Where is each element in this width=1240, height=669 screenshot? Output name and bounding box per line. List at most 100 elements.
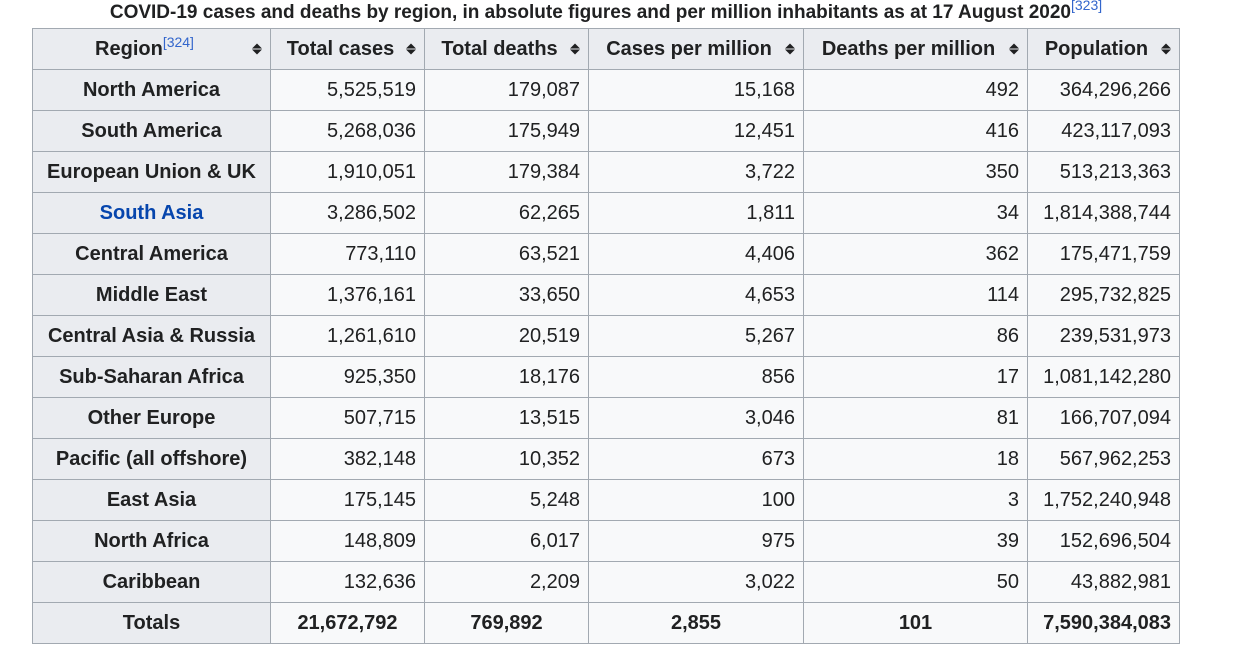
table-row: Central America 773,110 63,521 4,406 362 175,… xyxy=(32,233,1180,275)
row-region-cell: North Africa xyxy=(32,520,271,562)
cell-population: 1,752,240,948 xyxy=(1027,479,1180,521)
cell-deaths-per-million: 362 xyxy=(803,233,1028,275)
column-header-total-cases[interactable]: Total cases xyxy=(270,28,425,70)
cell-cases-per-million: 4,406 xyxy=(588,233,804,275)
cell-cases-per-million: 12,451 xyxy=(588,110,804,152)
cell-deaths-per-million: 18 xyxy=(803,438,1028,480)
cell-cases-per-million: 5,267 xyxy=(588,315,804,357)
column-header-deaths-per-million[interactable]: Deaths per million xyxy=(803,28,1028,70)
table-row: Sub-Saharan Africa 925,350 18,176 856 17 1,08… xyxy=(32,356,1180,398)
row-region-cell: Other Europe xyxy=(32,397,271,439)
table-row: Other Europe 507,715 13,515 3,046 81 166,707,… xyxy=(32,397,1180,439)
column-header-label: Cases per million xyxy=(606,37,772,60)
cell-deaths-per-million: 416 xyxy=(803,110,1028,152)
cell-total-deaths: 10,352 xyxy=(424,438,589,480)
column-header-label: Region xyxy=(95,37,163,60)
table-caption: COVID-19 cases and deaths by region, in … xyxy=(33,0,1179,28)
totals-cases-per-million: 2,855 xyxy=(588,602,804,644)
cell-total-deaths: 13,515 xyxy=(424,397,589,439)
cell-deaths-per-million: 81 xyxy=(803,397,1028,439)
cell-population: 166,707,094 xyxy=(1027,397,1180,439)
table-row: North Africa 148,809 6,017 975 39 152,696,504 xyxy=(32,520,1180,562)
table-row: European Union & UK 1,910,051 179,384 3,722… xyxy=(32,151,1180,193)
cell-population: 1,081,142,280 xyxy=(1027,356,1180,398)
cell-population: 43,882,981 xyxy=(1027,561,1180,603)
row-region-cell: Central Asia & Russia xyxy=(32,315,271,357)
cell-total-deaths: 62,265 xyxy=(424,192,589,234)
cell-population: 152,696,504 xyxy=(1027,520,1180,562)
cell-cases-per-million: 3,046 xyxy=(588,397,804,439)
column-header-label: Deaths per million xyxy=(821,37,996,60)
table-header-row: Region[324] Total cases Total deaths Cas… xyxy=(32,28,1180,70)
cell-cases-per-million: 1,811 xyxy=(588,192,804,234)
cell-total-cases: 175,145 xyxy=(270,479,425,521)
cell-total-cases: 1,910,051 xyxy=(270,151,425,193)
row-region-cell: Sub-Saharan Africa xyxy=(32,356,271,398)
cell-cases-per-million: 3,722 xyxy=(588,151,804,193)
column-header-region[interactable]: Region[324] xyxy=(32,28,271,70)
cell-total-deaths: 20,519 xyxy=(424,315,589,357)
cell-total-cases: 382,148 xyxy=(270,438,425,480)
table-row: Central Asia & Russia 1,261,610 20,519 5,26… xyxy=(32,315,1180,357)
cell-population: 513,213,363 xyxy=(1027,151,1180,193)
caption-reference-link[interactable]: [323] xyxy=(1071,0,1103,13)
cell-population: 567,962,253 xyxy=(1027,438,1180,480)
cell-cases-per-million: 673 xyxy=(588,438,804,480)
cell-total-cases: 1,261,610 xyxy=(270,315,425,357)
cell-deaths-per-million: 492 xyxy=(803,69,1028,111)
caption-text: COVID-19 cases and deaths by region, in … xyxy=(109,2,1071,23)
cell-total-deaths: 6,017 xyxy=(424,520,589,562)
row-region-cell: Middle East xyxy=(32,274,271,316)
cell-total-cases: 132,636 xyxy=(270,561,425,603)
table-row: South America 5,268,036 175,949 12,451 416 42… xyxy=(32,110,1180,152)
cell-total-deaths: 179,087 xyxy=(424,69,589,111)
table-row: East Asia 175,145 5,248 100 3 1,752,240,948 xyxy=(32,479,1180,521)
cell-total-cases: 5,525,519 xyxy=(270,69,425,111)
sort-icon[interactable] xyxy=(406,43,416,55)
row-region-cell: East Asia xyxy=(32,479,271,521)
cell-cases-per-million: 15,168 xyxy=(588,69,804,111)
cell-total-deaths: 63,521 xyxy=(424,233,589,275)
cell-total-cases: 773,110 xyxy=(270,233,425,275)
totals-row: Totals 21,672,792 769,892 2,855 101 7,59… xyxy=(32,602,1180,644)
cell-population: 1,814,388,744 xyxy=(1027,192,1180,234)
cell-population: 175,471,759 xyxy=(1027,233,1180,275)
table-body: North America 5,525,519 179,087 15,168 492 36… xyxy=(32,69,1180,603)
cell-cases-per-million: 975 xyxy=(588,520,804,562)
cell-deaths-per-million: 50 xyxy=(803,561,1028,603)
column-header-label: Total deaths xyxy=(441,37,558,60)
cell-cases-per-million: 3,022 xyxy=(588,561,804,603)
covid-region-table: Region[324] Total cases Total deaths Cas… xyxy=(32,28,1180,644)
cell-cases-per-million: 856 xyxy=(588,356,804,398)
region-link[interactable]: South Asia xyxy=(99,201,204,224)
cell-population: 423,117,093 xyxy=(1027,110,1180,152)
cell-deaths-per-million: 114 xyxy=(803,274,1028,316)
table-row: South Asia 3,286,502 62,265 1,811 34 1,814,38… xyxy=(32,192,1180,234)
cell-deaths-per-million: 350 xyxy=(803,151,1028,193)
row-region-cell: South America xyxy=(32,110,271,152)
cell-total-deaths: 2,209 xyxy=(424,561,589,603)
cell-deaths-per-million: 39 xyxy=(803,520,1028,562)
cell-total-cases: 507,715 xyxy=(270,397,425,439)
cell-cases-per-million: 100 xyxy=(588,479,804,521)
column-header-total-deaths[interactable]: Total deaths xyxy=(424,28,589,70)
cell-total-deaths: 5,248 xyxy=(424,479,589,521)
totals-total-deaths: 769,892 xyxy=(424,602,589,644)
column-header-cases-per-million[interactable]: Cases per million xyxy=(588,28,804,70)
sort-icon[interactable] xyxy=(570,43,580,55)
cell-total-cases: 148,809 xyxy=(270,520,425,562)
column-header-label: Population xyxy=(1044,37,1149,60)
sort-icon[interactable] xyxy=(252,43,262,55)
region-reference-link[interactable]: [324] xyxy=(162,33,194,50)
row-region-cell: European Union & UK xyxy=(32,151,271,193)
cell-deaths-per-million: 17 xyxy=(803,356,1028,398)
column-header-population[interactable]: Population xyxy=(1027,28,1180,70)
row-region-cell: South Asia xyxy=(32,192,271,234)
totals-population: 7,590,384,083 xyxy=(1027,602,1180,644)
sort-icon[interactable] xyxy=(1009,43,1019,55)
sort-icon[interactable] xyxy=(785,43,795,55)
cell-total-deaths: 175,949 xyxy=(424,110,589,152)
column-header-label: Total cases xyxy=(286,37,395,60)
totals-deaths-per-million: 101 xyxy=(803,602,1028,644)
sort-icon[interactable] xyxy=(1161,43,1171,55)
